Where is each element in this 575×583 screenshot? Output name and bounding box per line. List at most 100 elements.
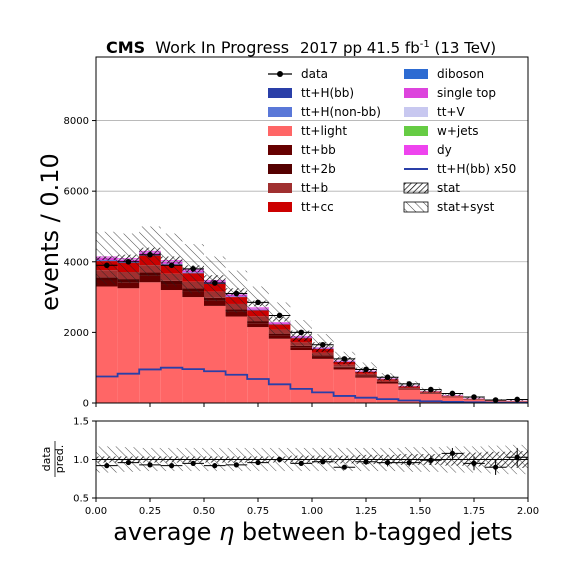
bar-tt-2b-12	[355, 375, 377, 377]
bar-tt-bb-1	[117, 282, 140, 289]
ratio-marker-2	[147, 462, 153, 468]
legend-entry-diboson: diboson	[404, 67, 484, 81]
data-marker-17	[471, 394, 477, 400]
ratio-x-tick-label-2: 2.00	[517, 506, 539, 517]
bar-tt-light-16	[441, 397, 464, 403]
ratio-point-18	[484, 459, 507, 475]
ratio-point-4	[182, 460, 204, 466]
ratio-marker-5	[212, 463, 218, 469]
data-marker-10	[320, 341, 326, 348]
bar-tt-2b-13	[376, 381, 399, 383]
ratio-marker-16	[449, 450, 455, 456]
data-marker-18	[492, 397, 499, 403]
bar-tt-light-6	[225, 316, 248, 403]
ratio-x-tick-label-0.75: 0.75	[247, 506, 269, 517]
ratio-point-8	[268, 456, 291, 463]
data-point-16	[441, 390, 464, 397]
legend-label-single-top: single top	[437, 86, 496, 100]
ratio-point-19	[506, 447, 528, 467]
legend-label-tt-h-bb-x50: tt+H(bb) x50	[437, 162, 516, 176]
work-in-progress-label: Work In Progress	[155, 38, 289, 57]
bar-tt-light-7	[247, 327, 269, 403]
data-marker-19	[514, 396, 520, 403]
data-marker-12	[363, 366, 369, 373]
data-marker-15	[428, 386, 434, 393]
bar-tt-bb-14	[398, 388, 420, 390]
data-point-13	[376, 374, 399, 381]
ratio-x-tick-label-0: 0.00	[85, 506, 107, 517]
ratio-x-tick-label-1.75: 1.75	[463, 506, 485, 517]
ratio-ylabel-numerator: data	[40, 447, 53, 472]
main-y-axis-label: events / 0.10	[36, 153, 64, 311]
legend-entry-tt-h-non-bb: tt+H(non-bb)	[268, 105, 381, 119]
ratio-y-tick-label-1: 1.0	[73, 455, 89, 466]
ratio-x-tick-label-0.25: 0.25	[139, 506, 161, 517]
bar-tt-light-4	[182, 297, 204, 403]
data-marker-8	[276, 312, 283, 319]
legend-swatch-w-jets	[404, 126, 428, 136]
data-point-10	[312, 341, 334, 348]
legend-label-stat: stat	[437, 181, 460, 195]
data-point-18	[484, 397, 507, 403]
lumi-superscript: -1	[420, 39, 430, 50]
legend-swatch-stat	[403, 182, 429, 194]
bar-tt-b-15	[420, 392, 442, 393]
main-x-ticks	[95, 403, 529, 407]
data-point-11	[333, 356, 356, 362]
data-marker-1	[125, 258, 132, 265]
legend-swatch-tt-bb	[268, 145, 292, 155]
legend-swatch-diboson	[404, 69, 428, 79]
legend-label-tt-v: tt+V	[437, 105, 465, 119]
ratio-marker-12	[363, 459, 369, 465]
data-marker-16	[449, 390, 456, 397]
ratio-panel	[96, 444, 528, 475]
ratio-point-7	[247, 459, 269, 466]
data-point-1	[117, 258, 140, 265]
stack-tt-light	[96, 282, 528, 403]
ratio-marker-18	[493, 464, 499, 470]
data-marker-7	[255, 299, 261, 306]
data-point-14	[398, 381, 420, 387]
data-marker-2	[147, 251, 153, 258]
data-marker-11	[341, 356, 348, 362]
legend-entry-data: data	[268, 67, 328, 81]
ratio-marker-8	[277, 456, 283, 463]
data-marker-6	[233, 290, 240, 297]
ratio-points	[96, 447, 528, 475]
ratio-point-10	[312, 459, 334, 465]
ratio-x-tick-label-1.5: 1.50	[409, 506, 431, 517]
legend-label-dy: dy	[437, 143, 452, 157]
ratio-marker-11	[341, 464, 347, 470]
lumi-label: 2017 pp 41.5 fb-1 (13 TeV)	[300, 39, 496, 57]
stat-band-2	[139, 247, 161, 255]
ratio-marker-1	[125, 459, 131, 466]
bar-tt-2b-8	[268, 333, 291, 336]
ratio-y-axis-label: data pred.	[40, 441, 66, 477]
bar-tt-bb-15	[420, 393, 442, 394]
stat-band-3	[160, 256, 183, 264]
legend-entry-stat: stat	[403, 181, 460, 195]
ratio-point-3	[160, 463, 183, 469]
x-axis-label-symbol: η	[219, 518, 234, 546]
legend-swatch-data-marker	[277, 71, 283, 77]
ratio-x-tick-label-1: 1.00	[301, 506, 323, 517]
bar-tt-bb-10	[312, 356, 334, 359]
legend-entry-tt-bb: tt+bb	[268, 143, 336, 157]
data-point-0	[96, 262, 118, 269]
legend-swatch-stat-syst	[403, 201, 429, 213]
ratio-marker-6	[233, 462, 239, 468]
ratio-marker-3	[169, 463, 175, 469]
data-marker-5	[212, 280, 218, 286]
ratio-marker-4	[190, 460, 196, 466]
ratio-marker-15	[428, 457, 434, 463]
bar-tt-bb-2	[139, 275, 161, 283]
data-point-15	[420, 386, 442, 393]
data-marker-0	[104, 262, 110, 269]
bar-tt-b-14	[398, 387, 420, 389]
data-point-8	[268, 312, 291, 319]
main-histogram	[96, 226, 528, 403]
legend-label-stat-syst: stat+syst	[437, 200, 495, 214]
legend-label-tt-2b: tt+2b	[301, 162, 336, 176]
legend-label-tt-h-bb: tt+H(bb)	[301, 86, 354, 100]
